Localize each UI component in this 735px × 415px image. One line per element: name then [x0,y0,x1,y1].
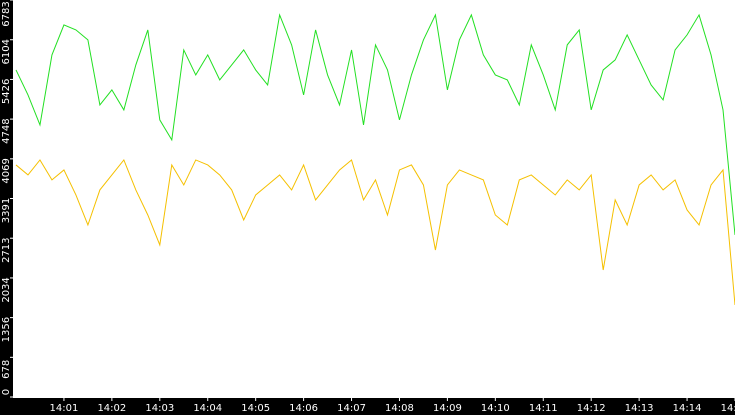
x-tick-label: 14:04 [193,403,222,414]
x-tick-label: 14:10 [481,403,510,414]
y-tick-label: 2034 [1,277,12,302]
x-tick-label: 14:13 [625,403,654,414]
x-tick-label: 14:12 [577,403,606,414]
x-tick-label: 14:07 [337,403,366,414]
x-tick-label: 14:11 [529,403,558,414]
x-tick-label: 14:08 [385,403,414,414]
y-tick-label: 4748 [1,118,12,143]
y-tick-label: 6783 [1,1,12,26]
series-line [15,13,735,235]
series-line [15,158,735,306]
x-tick-label: 14:15 [721,403,735,414]
x-tick-label: 14:14 [673,403,702,414]
x-tick-label: 14:09 [433,403,462,414]
y-tick-label: 5426 [1,79,12,104]
plot-area [13,0,735,398]
y-tick-label: 3391 [1,198,12,223]
x-tick-label: 14:02 [97,403,126,414]
y-tick-label: 678 [1,360,12,379]
y-tick-label: 1356 [1,317,12,342]
x-tick-label: 14:01 [50,403,79,414]
y-tick-label: 6104 [1,39,12,64]
y-tick-label: 2713 [1,237,12,262]
x-tick-label: 14:03 [145,403,174,414]
y-tick-label: 4069 [1,158,12,183]
y-tick-label: 0 [1,389,12,395]
x-tick-label: 14:05 [241,403,270,414]
x-tick-label: 14:06 [289,403,318,414]
